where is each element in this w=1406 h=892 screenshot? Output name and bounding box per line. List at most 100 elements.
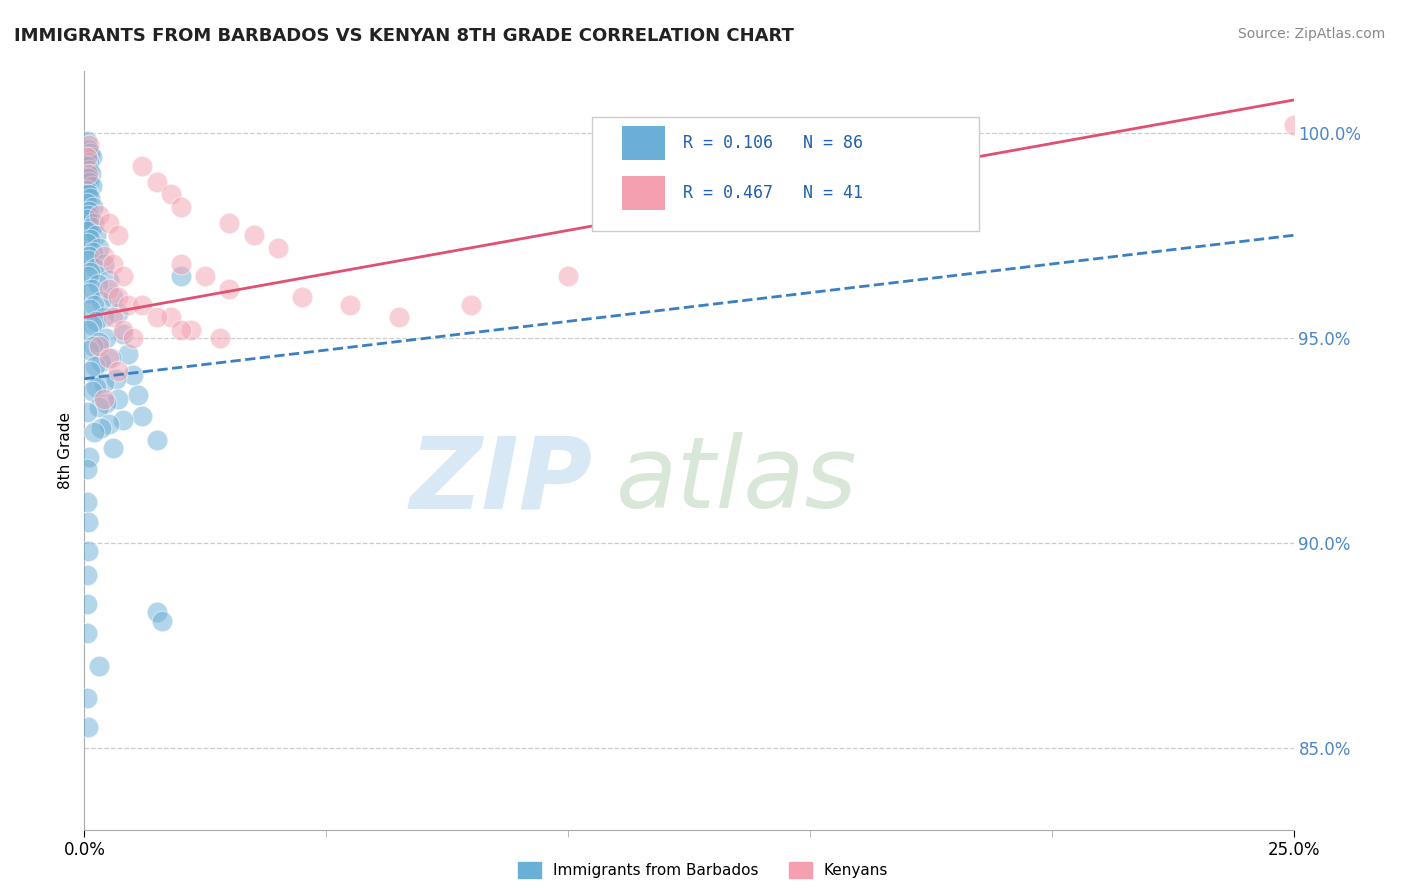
Point <box>194 269 217 284</box>
Point <box>339 298 361 312</box>
Point <box>77 142 100 156</box>
Point <box>146 605 169 619</box>
Point <box>121 331 143 345</box>
Point <box>76 404 98 418</box>
Bar <box>623 176 665 210</box>
Point <box>218 282 240 296</box>
Point <box>76 462 98 476</box>
Point <box>146 310 169 325</box>
Point <box>170 200 193 214</box>
Point <box>150 614 173 628</box>
Point <box>77 138 100 153</box>
Bar <box>623 127 665 161</box>
Point <box>112 326 135 341</box>
Point <box>77 544 100 558</box>
Point <box>107 290 129 304</box>
Point <box>83 216 105 230</box>
Point <box>90 355 112 369</box>
Point <box>76 211 98 226</box>
Point <box>218 216 240 230</box>
Point <box>267 241 290 255</box>
Point <box>77 249 100 263</box>
Point <box>93 257 115 271</box>
Text: R = 0.467   N = 41: R = 0.467 N = 41 <box>683 184 863 202</box>
Point <box>77 343 100 357</box>
Point <box>76 195 98 210</box>
Point <box>103 290 125 304</box>
Point <box>87 339 110 353</box>
Point <box>83 298 105 312</box>
Point <box>117 298 139 312</box>
Point <box>180 322 202 336</box>
Point <box>76 597 98 611</box>
Point <box>160 310 183 325</box>
Point <box>208 331 231 345</box>
Point <box>127 388 149 402</box>
Point <box>87 241 110 255</box>
Point <box>131 409 153 423</box>
Point <box>77 154 100 169</box>
Text: atlas: atlas <box>616 433 858 529</box>
Point <box>80 179 103 194</box>
Point <box>77 187 100 202</box>
Point <box>146 175 169 189</box>
Point <box>93 249 115 263</box>
Point <box>77 224 100 238</box>
Point <box>104 372 127 386</box>
Point <box>87 208 110 222</box>
Point <box>77 285 100 300</box>
Point <box>86 380 108 394</box>
Point <box>87 277 110 292</box>
Point <box>87 334 110 349</box>
Point <box>146 434 169 448</box>
Point <box>79 191 101 205</box>
Point <box>86 314 108 328</box>
Point <box>90 293 112 308</box>
Point <box>77 269 100 284</box>
Point <box>112 413 135 427</box>
Point <box>79 363 101 377</box>
Point <box>107 392 129 407</box>
Text: ZIP: ZIP <box>409 433 592 529</box>
Point <box>79 301 101 316</box>
Point <box>107 228 129 243</box>
Point <box>77 203 100 218</box>
Point <box>103 442 125 456</box>
Point <box>460 298 482 312</box>
Point <box>77 175 100 189</box>
Point <box>93 376 115 390</box>
Y-axis label: 8th Grade: 8th Grade <box>58 412 73 489</box>
Point <box>76 150 98 164</box>
Point <box>103 257 125 271</box>
Point <box>76 134 98 148</box>
Point <box>82 339 104 353</box>
Point <box>1282 118 1305 132</box>
Point <box>291 290 314 304</box>
Point <box>87 401 110 415</box>
Point <box>94 396 117 410</box>
Legend: Immigrants from Barbados, Kenyans: Immigrants from Barbados, Kenyans <box>512 856 894 884</box>
Point <box>77 162 100 177</box>
Point <box>170 269 193 284</box>
Point <box>131 298 153 312</box>
Point <box>160 187 183 202</box>
Point <box>107 306 129 320</box>
Point <box>76 691 98 706</box>
Point <box>80 318 103 333</box>
Point <box>121 368 143 382</box>
Point <box>76 236 98 251</box>
Point <box>86 228 108 243</box>
Point <box>97 216 120 230</box>
Text: Source: ZipAtlas.com: Source: ZipAtlas.com <box>1237 27 1385 41</box>
Text: R = 0.106   N = 86: R = 0.106 N = 86 <box>683 135 863 153</box>
Point <box>97 417 120 431</box>
Point <box>94 331 117 345</box>
Point <box>388 310 411 325</box>
Point <box>76 625 98 640</box>
Text: IMMIGRANTS FROM BARBADOS VS KENYAN 8TH GRADE CORRELATION CHART: IMMIGRANTS FROM BARBADOS VS KENYAN 8TH G… <box>14 27 794 45</box>
Point <box>103 310 125 325</box>
Point <box>84 261 107 276</box>
Point <box>79 167 101 181</box>
Point <box>79 232 101 246</box>
Point <box>76 252 98 267</box>
